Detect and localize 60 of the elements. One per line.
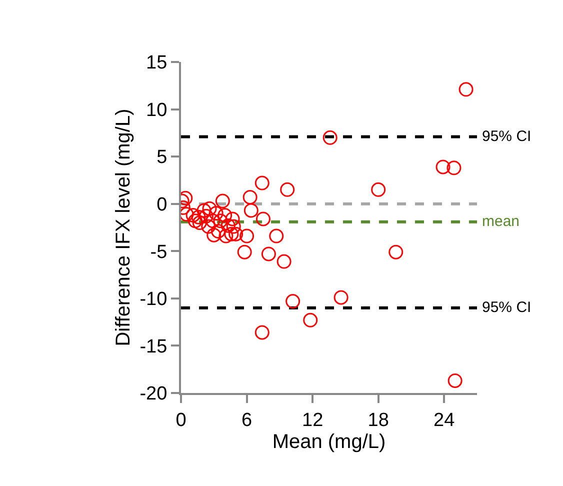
point bbox=[261, 246, 276, 262]
point bbox=[237, 244, 252, 260]
point bbox=[211, 224, 226, 239]
y-tick-label: -5 bbox=[150, 242, 168, 263]
point bbox=[303, 312, 318, 328]
point bbox=[254, 176, 270, 190]
point bbox=[208, 206, 224, 221]
point bbox=[280, 182, 295, 197]
y-tick-label: 15 bbox=[146, 52, 168, 74]
point bbox=[206, 214, 220, 228]
ref-line-label: 95% CI bbox=[482, 128, 532, 145]
point bbox=[206, 228, 222, 242]
point bbox=[191, 210, 206, 224]
x-tick-label: 18 bbox=[368, 410, 389, 431]
point bbox=[225, 212, 240, 226]
y-tick-label: 5 bbox=[156, 147, 168, 168]
y-tick-label: -15 bbox=[140, 336, 168, 358]
x-axis-title: Mean (mg/L) bbox=[272, 430, 386, 453]
point bbox=[198, 208, 214, 224]
y-axis-title: Difference IFX level (mg/L) bbox=[112, 108, 135, 346]
point bbox=[228, 226, 244, 242]
point bbox=[388, 244, 404, 260]
point bbox=[244, 203, 258, 218]
point bbox=[448, 373, 462, 388]
point bbox=[446, 160, 462, 176]
point bbox=[276, 254, 292, 269]
point bbox=[371, 182, 386, 197]
point bbox=[224, 226, 239, 242]
ref-line-label: 95% CI bbox=[482, 299, 532, 316]
y-tick-label: 10 bbox=[146, 100, 168, 121]
point bbox=[202, 201, 217, 216]
point bbox=[436, 160, 450, 174]
point bbox=[220, 218, 236, 233]
y-tick-label: -10 bbox=[140, 289, 168, 310]
point bbox=[192, 216, 207, 230]
x-tick-label: 6 bbox=[241, 410, 252, 431]
ref-line-label: mean bbox=[482, 213, 520, 230]
point bbox=[226, 219, 241, 234]
x-tick-label: 24 bbox=[434, 410, 456, 431]
point bbox=[334, 290, 348, 305]
point bbox=[240, 228, 254, 244]
y-tick-label: 0 bbox=[156, 194, 168, 216]
point bbox=[201, 219, 216, 234]
point bbox=[242, 190, 258, 204]
point bbox=[213, 214, 228, 228]
y-tick-label: -20 bbox=[140, 384, 168, 405]
point bbox=[286, 294, 300, 309]
point bbox=[254, 325, 270, 340]
x-tick-label: 0 bbox=[176, 410, 186, 431]
point bbox=[269, 228, 284, 244]
point bbox=[186, 208, 200, 222]
x-tick-label: 12 bbox=[302, 410, 324, 431]
point bbox=[256, 212, 270, 226]
point bbox=[218, 228, 234, 244]
point bbox=[218, 208, 232, 222]
point bbox=[196, 203, 212, 218]
point bbox=[458, 82, 474, 97]
point bbox=[322, 130, 338, 145]
point bbox=[188, 214, 202, 228]
point bbox=[215, 194, 230, 208]
